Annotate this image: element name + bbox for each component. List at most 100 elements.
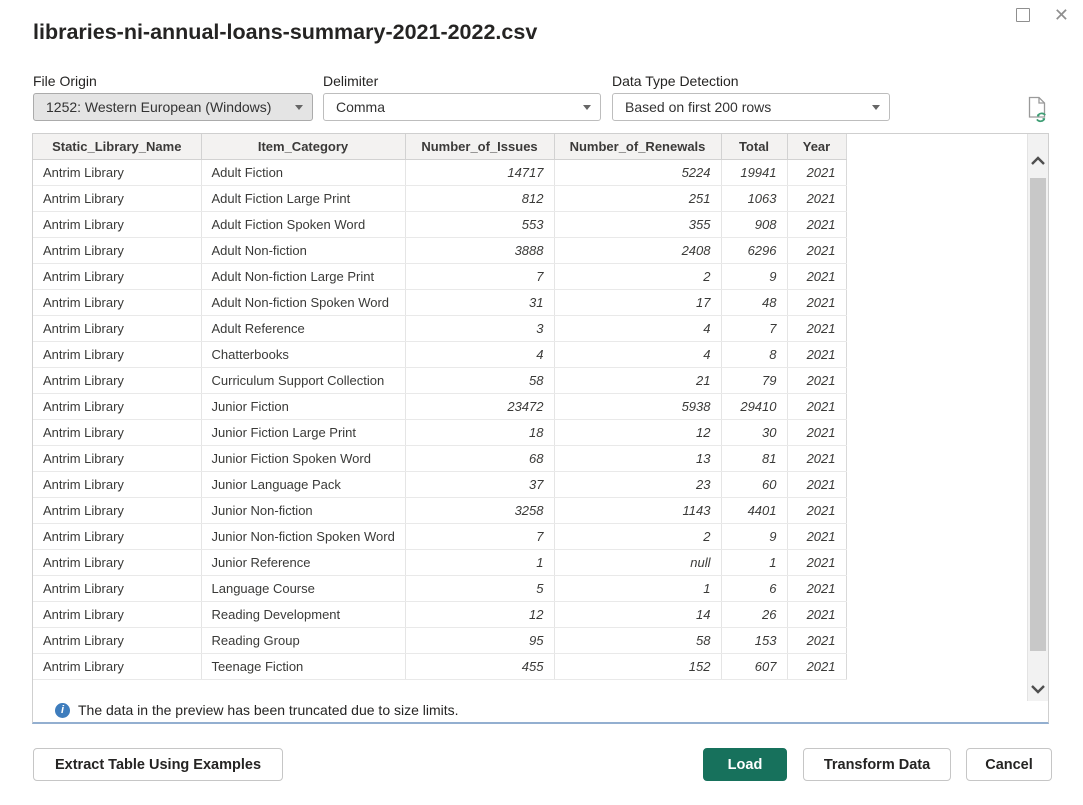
table-cell: 2021 [787, 341, 847, 368]
table-cell: Antrim Library [33, 211, 202, 238]
table-row: Antrim Library Adult Fiction Large Print 8… [33, 185, 847, 212]
delimiter-label: Delimiter [323, 73, 379, 89]
table-cell: 17 [554, 289, 722, 316]
table-cell: Junior Non-fiction Spoken Word [201, 523, 406, 550]
table-cell: 14717 [405, 159, 555, 186]
table-row: Antrim Library Curriculum Support Collect… [33, 367, 847, 394]
table-cell: 2 [554, 523, 722, 550]
table-cell: Junior Fiction [201, 393, 406, 420]
file-origin-select[interactable]: 1252: Western European (Windows) [33, 93, 313, 121]
table-cell: 1 [721, 549, 788, 576]
table-row: Antrim Library Junior Non-fiction Spoken … [33, 523, 847, 550]
table-cell: Junior Language Pack [201, 471, 406, 498]
table-cell: Antrim Library [33, 549, 202, 576]
table-cell: 2 [554, 263, 722, 290]
table-cell: Antrim Library [33, 185, 202, 212]
window-controls: ✕ [1015, 5, 1069, 25]
table-cell: 2021 [787, 627, 847, 654]
table-cell: 2021 [787, 471, 847, 498]
preview-table-body: Antrim Library Adult Fiction 14717 5224 1994… [33, 159, 847, 680]
table-cell: 68 [405, 445, 555, 472]
table-cell: Antrim Library [33, 627, 202, 654]
table-cell: 2408 [554, 237, 722, 264]
close-icon[interactable]: ✕ [1053, 5, 1069, 25]
table-cell: 6296 [721, 237, 788, 264]
chevron-down-icon [872, 105, 880, 110]
column-header: Total [721, 134, 788, 160]
cancel-button[interactable]: Cancel [966, 748, 1052, 781]
table-row: Antrim Library Junior Fiction Spoken Word… [33, 445, 847, 472]
table-cell: Adult Non-fiction [201, 237, 406, 264]
data-type-detection-select[interactable]: Based on first 200 rows [612, 93, 890, 121]
table-cell: 152 [554, 653, 722, 680]
scroll-down-icon[interactable] [1031, 684, 1045, 694]
table-cell: Antrim Library [33, 445, 202, 472]
refresh-preview-icon[interactable] [1025, 96, 1049, 123]
table-cell: 3258 [405, 497, 555, 524]
table-cell: 9 [721, 523, 788, 550]
table-cell: Antrim Library [33, 367, 202, 394]
table-row: Antrim Library Teenage Fiction 455 152 607 20… [33, 653, 847, 680]
table-cell: 58 [554, 627, 722, 654]
table-cell: Antrim Library [33, 471, 202, 498]
table-cell: 2021 [787, 601, 847, 628]
table-row: Antrim Library Adult Fiction 14717 5224 1994… [33, 159, 847, 186]
table-cell: Chatterbooks [201, 341, 406, 368]
table-cell: 48 [721, 289, 788, 316]
table-cell: Antrim Library [33, 523, 202, 550]
table-cell: 2021 [787, 445, 847, 472]
scrollbar-thumb[interactable] [1030, 178, 1046, 651]
table-cell: 355 [554, 211, 722, 238]
table-header-row: Static_Library_Name Item_Category Number_o… [33, 134, 847, 160]
table-row: Antrim Library Language Course 5 1 6 2021 [33, 575, 847, 602]
table-cell: 4 [554, 341, 722, 368]
info-icon: i [55, 702, 70, 718]
maximize-icon[interactable] [1015, 8, 1030, 22]
table-cell: 19941 [721, 159, 788, 186]
scroll-up-icon[interactable] [1031, 156, 1045, 166]
table-cell: 18 [405, 419, 555, 446]
table-cell: 2021 [787, 289, 847, 316]
table-cell: 58 [405, 367, 555, 394]
extract-table-using-examples-button[interactable]: Extract Table Using Examples [33, 748, 283, 781]
data-type-detection-label: Data Type Detection [612, 73, 739, 89]
table-cell: 23472 [405, 393, 555, 420]
table-cell: 7 [721, 315, 788, 342]
table-cell: 2021 [787, 263, 847, 290]
table-cell: 2021 [787, 185, 847, 212]
table-cell: 9 [721, 263, 788, 290]
column-header: Static_Library_Name [33, 134, 202, 160]
table-cell: Adult Fiction [201, 159, 406, 186]
table-cell: Antrim Library [33, 159, 202, 186]
table-cell: Antrim Library [33, 341, 202, 368]
table-row: Antrim Library Junior Fiction 23472 5938 294… [33, 393, 847, 420]
table-row: Antrim Library Adult Non-fiction Spoken W… [33, 289, 847, 316]
column-header: Year [787, 134, 847, 160]
data-type-detection-value: Based on first 200 rows [625, 99, 772, 115]
table-cell: 12 [554, 419, 722, 446]
transform-data-button[interactable]: Transform Data [803, 748, 951, 781]
table-cell: Antrim Library [33, 393, 202, 420]
table-cell: Antrim Library [33, 289, 202, 316]
table-cell: 1063 [721, 185, 788, 212]
column-header: Number_of_Renewals [554, 134, 722, 160]
table-cell: Antrim Library [33, 237, 202, 264]
chevron-down-icon [295, 105, 303, 110]
truncation-notice-text: The data in the preview has been truncat… [78, 702, 459, 718]
delimiter-select[interactable]: Comma [323, 93, 601, 121]
table-cell: 81 [721, 445, 788, 472]
table-cell: 3 [405, 315, 555, 342]
table-row: Antrim Library Junior Non-fiction 3258 1143… [33, 497, 847, 524]
table-cell: Reading Group [201, 627, 406, 654]
load-button[interactable]: Load [703, 748, 787, 781]
table-cell: 8 [721, 341, 788, 368]
table-cell: 79 [721, 367, 788, 394]
table-cell: Antrim Library [33, 315, 202, 342]
table-cell: Antrim Library [33, 601, 202, 628]
table-cell: 1 [405, 549, 555, 576]
vertical-scrollbar[interactable] [1027, 134, 1048, 701]
file-origin-value: 1252: Western European (Windows) [46, 99, 272, 115]
table-cell: Antrim Library [33, 263, 202, 290]
table-row: Antrim Library Adult Non-fiction 3888 2408 6… [33, 237, 847, 264]
table-cell: 251 [554, 185, 722, 212]
